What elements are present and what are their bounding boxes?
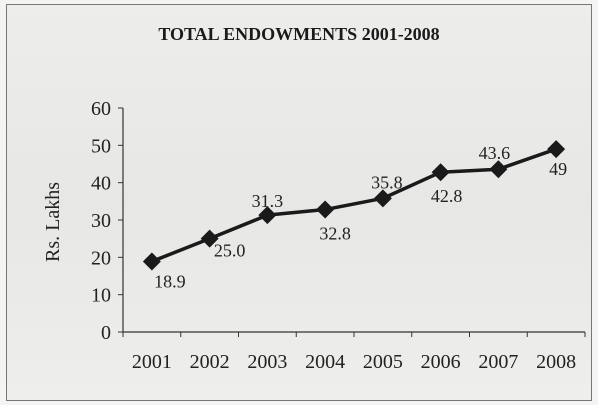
y-tick-label: 0 (101, 322, 111, 344)
data-point-marker (431, 163, 450, 182)
data-label: 25.0 (214, 241, 246, 261)
y-tick-label: 20 (91, 247, 111, 269)
y-tick-label: 50 (91, 135, 111, 157)
data-point-marker (142, 252, 161, 271)
x-tick-label: 2005 (363, 351, 403, 373)
chart-title: TOTAL ENDOWMENTS 2001-2008 (158, 24, 440, 44)
data-label: 18.9 (154, 271, 186, 291)
data-point-marker (258, 206, 277, 225)
data-label: 35.8 (371, 172, 403, 192)
data-label: 32.8 (319, 224, 351, 244)
x-tick-label: 2007 (478, 351, 518, 373)
chart-frame (6, 4, 592, 401)
series-group (142, 140, 566, 271)
series-line (151, 147, 557, 264)
data-label: 42.8 (431, 186, 463, 206)
x-tick-label: 2008 (536, 351, 576, 373)
x-tick-label: 2001 (132, 351, 172, 373)
y-tick-label: 30 (91, 210, 111, 232)
data-label: 31.3 (252, 191, 284, 211)
x-tick-label: 2006 (421, 351, 461, 373)
x-tick-label: 2003 (247, 351, 287, 373)
data-label: 43.6 (479, 143, 511, 163)
labels-group: 18.9 25.0 31.3 32.8 35.8 42.8 43.6 49 (154, 143, 567, 291)
data-point-marker (316, 200, 335, 219)
data-point-marker (373, 189, 392, 208)
data-point-marker (200, 229, 219, 248)
y-axis-title: Rs. Lakhs (42, 182, 64, 262)
data-label: 49 (549, 159, 567, 179)
axes: 0 10 20 30 40 50 60 2001 2002 2003 2004 2005 2006 200… (42, 98, 586, 373)
y-tick-label: 60 (91, 98, 111, 120)
data-point-marker (547, 140, 566, 159)
x-tick-label: 2002 (190, 351, 230, 373)
x-tick-label: 2004 (305, 351, 345, 373)
data-point-marker (489, 160, 508, 179)
y-tick-label: 10 (91, 285, 111, 307)
y-tick-label: 40 (91, 173, 111, 195)
